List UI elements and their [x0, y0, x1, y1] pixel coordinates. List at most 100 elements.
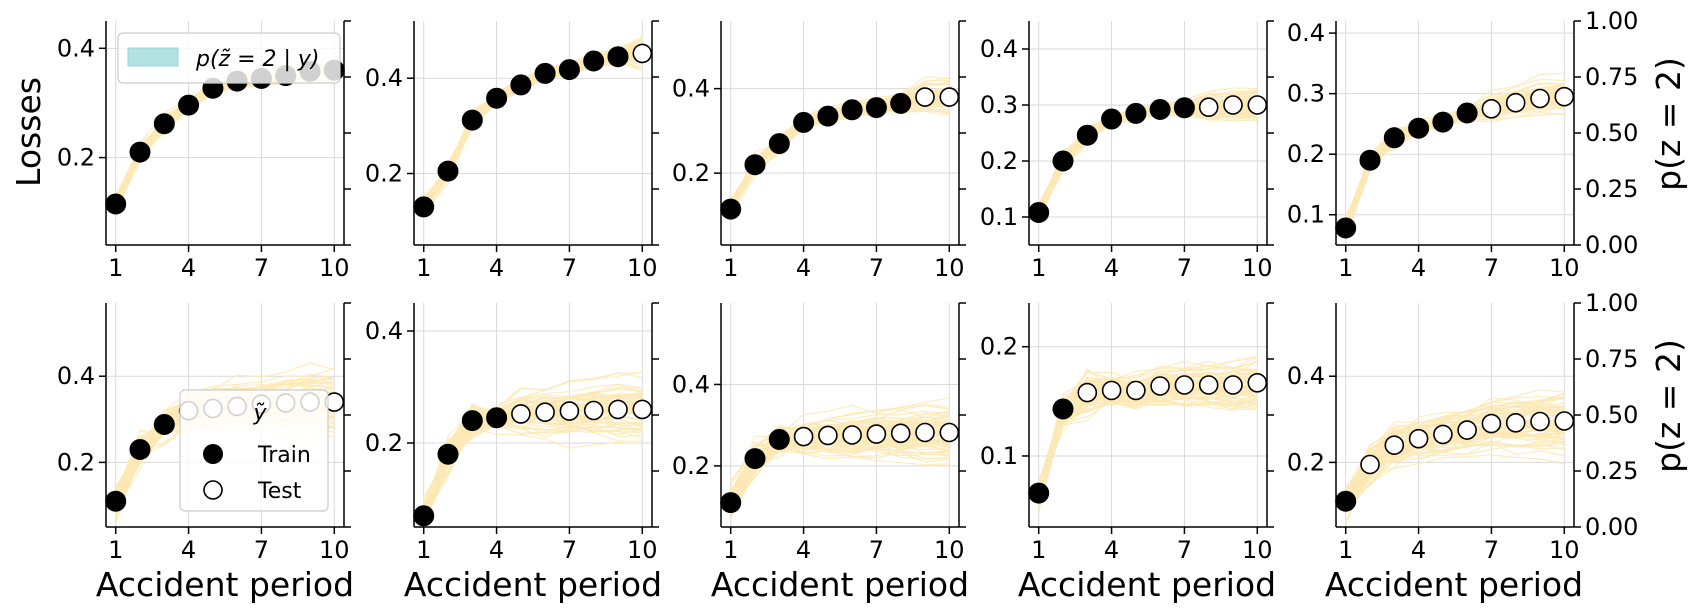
panel-2-2-train-point	[413, 505, 435, 527]
panel-1-4-xtick-label: 10	[1242, 254, 1273, 282]
panel-2-5-test-point	[1433, 424, 1453, 445]
panel-1-4-xtick-label: 7	[1177, 254, 1192, 282]
panel-2-2-train-point	[437, 443, 459, 465]
panel-1-3-sample-path	[730, 107, 950, 210]
panel-1-5-test-point	[1481, 99, 1502, 119]
panel-2-3-train-point	[768, 428, 790, 450]
panel-2-5-sample-path	[1345, 431, 1565, 510]
panel-2-4-train-point	[1028, 482, 1050, 504]
panel-2-3-ytick-label: 0.2	[672, 452, 710, 480]
panel-1-2-sample-path	[423, 45, 643, 206]
panel-2-5-rtick-label: 0.00	[1585, 513, 1638, 541]
panel-2-5-sample-paths	[1345, 389, 1565, 524]
panel-1-4-train-point	[1173, 97, 1195, 119]
panel-1-2-sample-paths	[423, 36, 643, 219]
panel-1-3-sample-paths	[730, 76, 950, 219]
panel-1-2-sample-path	[423, 46, 643, 210]
legend-test-marker	[203, 480, 223, 500]
panel-2-3: 1 4 7 10 0.2 0.4	[672, 302, 966, 564]
panel-1-5-sample-path	[1345, 105, 1565, 234]
panel-2-4: 1 4 7 10 0.1 0.2	[980, 302, 1274, 564]
panel-2-5-ytick-label: 0.2	[1287, 448, 1325, 476]
panel-1-4-train-point	[1028, 202, 1050, 223]
panel-2-5-rtick-label: 0.50	[1585, 401, 1638, 429]
panel-2-4-test-point	[1174, 375, 1195, 395]
panel-2-4-train-point	[1052, 398, 1074, 420]
panel-2-3-train-point	[720, 492, 742, 514]
panel-1-3: 1 4 7 10 0.2 0.4	[672, 20, 966, 282]
panel-2-3-xtick-label: 10	[934, 536, 965, 564]
panel-1-3-sample-path	[730, 92, 950, 209]
panel-1-3-xtick-label: 7	[869, 254, 884, 282]
panel-1-4-xtick-label: 4	[1104, 254, 1119, 282]
panel-1-2-ytick-label: 0.2	[365, 160, 403, 188]
panel-1-4-sample-path	[1038, 104, 1258, 212]
panel-1-3-train-point	[793, 111, 815, 133]
panel-2-4-ytick-label: 0.1	[980, 442, 1018, 470]
panel-1-5-train-point	[1408, 117, 1430, 139]
panel-2-3-sample-path	[730, 431, 950, 511]
panel-2-5-test-point	[1481, 413, 1502, 434]
panel-1-5: 1 4 7 10 0.1 0.2 0.3 0.4 0.00 0.25 0.50 0.75 1.00	[1287, 7, 1639, 282]
legend-band-label: p(z̃ = 2 | y)	[195, 47, 320, 72]
panel-1-4: 1 4 7 10 0.1 0.2 0.3 0.4	[980, 20, 1274, 282]
panel-1-1-xtick-label: 4	[181, 254, 196, 282]
y-axis-label: Losses	[9, 77, 48, 187]
panel-1-2-sample-path	[423, 42, 643, 204]
panel-1-1-sample-paths	[115, 61, 335, 214]
panel-1-5-sample-path	[1345, 105, 1565, 237]
panel-2-2-sample-path	[423, 401, 643, 513]
panel-2-2-train-point	[461, 410, 483, 432]
panel-1-2: 1 4 7 10 0.2 0.4	[365, 20, 659, 282]
panel-2-2-sample-path	[423, 399, 643, 527]
panel-2-1-xtick-label: 4	[181, 536, 196, 564]
panel-1-1-train-point	[178, 94, 200, 116]
panel-2-3-sample-path	[730, 444, 950, 497]
panel-1-2-train-point	[607, 46, 629, 68]
panel-2-2-xtick-label: 1	[416, 536, 431, 564]
panel-1-2-train-point	[437, 160, 459, 182]
panel-1-4-train-point	[1149, 99, 1171, 120]
panel-1-1-train-point	[105, 193, 127, 215]
panel-2-4-sample-path	[1038, 389, 1258, 483]
panel-2-4-test-point	[1150, 376, 1170, 396]
panel-1-5-sample-path	[1345, 112, 1565, 235]
panel-1-5-ytick-label: 0.2	[1287, 140, 1325, 168]
panel-2-3-sample-paths	[730, 397, 950, 520]
panel-2-3-sample-path	[730, 419, 950, 512]
panel-2-3-test-point	[866, 424, 887, 444]
panel-2-4-test-point	[1247, 372, 1268, 393]
panel-2-3-test-point	[818, 425, 838, 446]
legend-train-marker	[203, 444, 223, 464]
x-axis-label-3: Accident period	[711, 565, 969, 604]
panel-1-5-sample-path	[1345, 89, 1565, 227]
panel-1-1-xtick-label: 1	[108, 254, 123, 282]
panel-2-5-rtick-label: 1.00	[1585, 289, 1638, 317]
panel-2-5-sample-path	[1345, 421, 1565, 508]
panel-2-4-test-point	[1077, 382, 1098, 403]
panel-1-3-ytick-label: 0.4	[672, 75, 710, 103]
panel-1-2-sample-path	[423, 57, 643, 206]
panel-1-4-test-point	[1223, 95, 1243, 115]
panel-2-4-sample-path	[1038, 377, 1258, 498]
panel-1-4-train-point	[1076, 124, 1098, 146]
panel-1-5-rtick-label: 0.00	[1585, 231, 1638, 259]
panel-2-3-test-point	[793, 426, 814, 447]
panel-1-3-test-point	[915, 87, 935, 107]
panel-1-4-sample-paths	[1038, 87, 1258, 223]
panel-1-5-sample-path	[1345, 103, 1565, 233]
panel-1-2-xtick-label: 10	[627, 254, 658, 282]
panel-1-5-sample-path	[1345, 104, 1565, 231]
panel-1-2-sample-path	[423, 44, 643, 210]
panel-1-1-train-point	[153, 113, 175, 135]
panel-1-5-xtick-label: 1	[1338, 254, 1353, 282]
panel-1-2-sample-path	[423, 47, 643, 213]
panel-1-2-xtick-label: 1	[416, 254, 431, 282]
panel-1-3-train-point	[720, 198, 742, 220]
panel-1-2-sample-path	[423, 57, 643, 209]
panel-2-1-train-point	[153, 414, 175, 435]
panel-2-3-xtick-label: 4	[796, 536, 811, 564]
panel-1-2-ytick-label: 0.4	[365, 64, 403, 92]
panel-1-4-train-point	[1052, 150, 1074, 172]
panel-2-2-test-point	[511, 404, 531, 424]
